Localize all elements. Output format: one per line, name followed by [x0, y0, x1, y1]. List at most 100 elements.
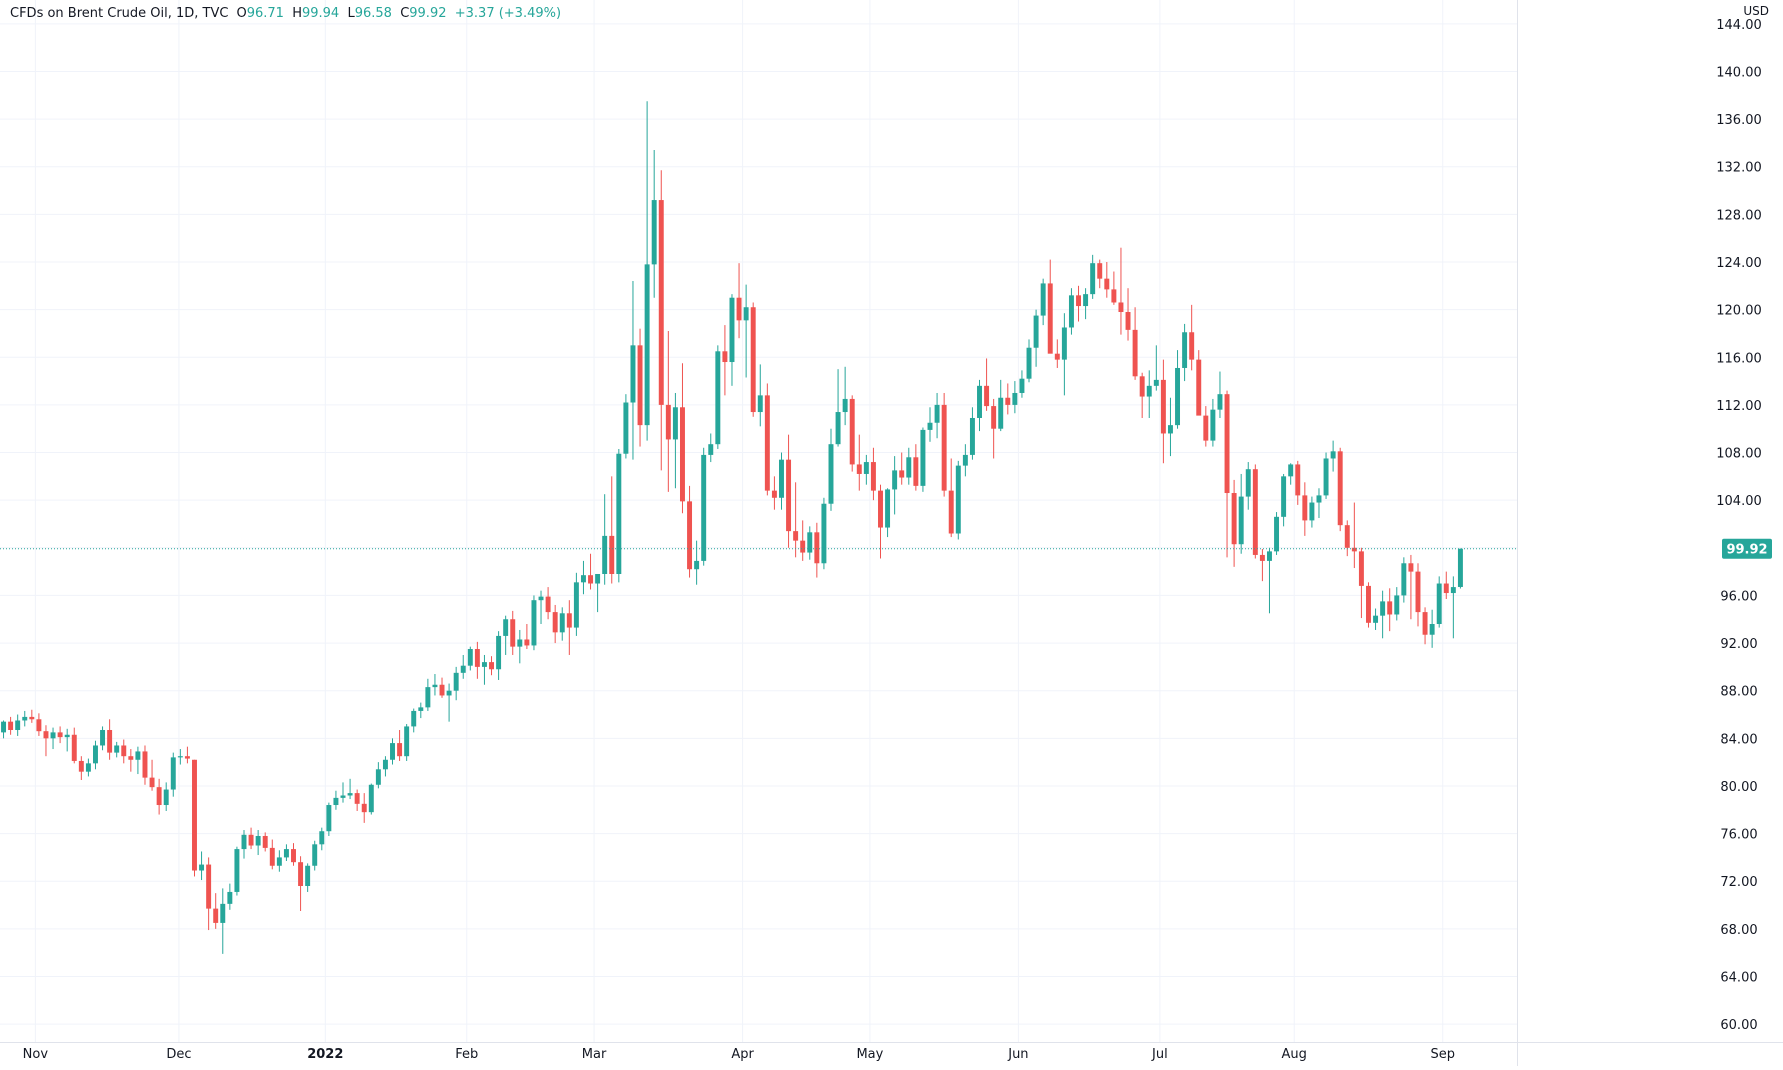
candle — [121, 739, 127, 764]
candle — [991, 398, 997, 459]
candle — [566, 600, 572, 655]
high-label: H — [292, 6, 302, 21]
candle-body — [722, 351, 728, 363]
candle-body — [71, 734, 77, 761]
candle-body — [849, 398, 855, 465]
candle — [15, 714, 21, 736]
candle-body — [22, 716, 28, 721]
candle — [1012, 381, 1018, 414]
candle-body — [1394, 595, 1400, 615]
candle — [156, 778, 162, 815]
candle — [899, 452, 905, 485]
candle — [368, 783, 374, 815]
candle — [1408, 554, 1414, 620]
candle — [687, 485, 693, 578]
candle — [1281, 473, 1287, 527]
candle — [694, 540, 700, 585]
candle-body — [1083, 294, 1089, 307]
legend-title: CFDs on Brent Crude Oil, 1D, TVC — [10, 6, 229, 21]
candle — [849, 395, 855, 472]
candle — [22, 710, 28, 727]
candle-body — [906, 457, 912, 478]
candle — [892, 456, 898, 515]
candle-body — [1182, 332, 1188, 368]
candle-body — [1415, 571, 1421, 613]
candle — [771, 476, 777, 510]
candle — [863, 454, 869, 485]
candle-body — [1295, 464, 1301, 496]
candle-body — [1167, 425, 1173, 434]
candle — [192, 759, 197, 877]
candle-body — [50, 732, 56, 739]
candle-body — [36, 719, 42, 732]
candle — [722, 325, 728, 396]
candle-body — [1210, 409, 1216, 441]
candle — [1450, 576, 1456, 639]
candle-body — [545, 596, 551, 613]
candle — [432, 674, 438, 696]
candle-body — [807, 532, 813, 553]
candle-body — [453, 672, 459, 691]
candle — [969, 407, 975, 460]
y-tick-label: 80.00 — [1720, 780, 1757, 795]
candle — [1330, 440, 1336, 472]
candle — [1309, 496, 1315, 528]
candle-body — [814, 532, 820, 564]
candle-body — [156, 787, 162, 806]
candle-body — [418, 707, 424, 711]
candle — [1097, 259, 1103, 289]
low-label: L — [347, 6, 355, 21]
candle-body — [425, 687, 431, 708]
candle — [467, 646, 473, 671]
candle — [1344, 520, 1350, 557]
candle — [927, 407, 933, 442]
candle — [510, 610, 516, 655]
candle — [1366, 582, 1371, 628]
candle-body — [1366, 585, 1371, 623]
candle-body — [312, 844, 318, 866]
candle — [390, 738, 395, 765]
change-value: +3.37 (+3.49%) — [454, 6, 562, 21]
grid — [0, 0, 1517, 1042]
candle — [255, 830, 261, 856]
candle-body — [1422, 612, 1428, 635]
candle-body — [977, 385, 982, 418]
candle — [637, 328, 643, 447]
candle-body — [382, 759, 388, 770]
candle-body — [644, 264, 650, 426]
candle-body — [651, 200, 657, 265]
candle-body — [708, 444, 714, 455]
candle — [1047, 259, 1053, 354]
candle-body — [489, 662, 494, 670]
candle-body — [347, 793, 353, 796]
candle-body — [1061, 327, 1067, 360]
candle — [984, 358, 990, 411]
candle-body — [623, 402, 629, 454]
candle — [814, 522, 820, 578]
candle — [552, 604, 558, 644]
candle-body — [1330, 451, 1336, 459]
candle-body — [899, 470, 905, 478]
candle-body — [78, 760, 84, 772]
candle — [1316, 488, 1322, 519]
candle — [1323, 452, 1329, 499]
candle-body — [255, 835, 261, 846]
candle-body — [566, 613, 572, 628]
candle-body — [1457, 548, 1463, 587]
x-tick-label: Feb — [455, 1047, 478, 1062]
candle-body — [1323, 458, 1329, 496]
candle-body — [1111, 289, 1117, 303]
candle — [524, 624, 530, 650]
candle — [1189, 304, 1195, 371]
open-value: 96.71 — [246, 6, 284, 21]
candle — [941, 392, 947, 497]
candle-body — [220, 903, 226, 923]
y-tick-label: 84.00 — [1720, 732, 1757, 747]
candle — [85, 758, 91, 777]
candle-body — [969, 417, 975, 455]
candle-body — [1153, 379, 1159, 386]
candle — [481, 654, 487, 685]
candle-body — [771, 490, 777, 498]
